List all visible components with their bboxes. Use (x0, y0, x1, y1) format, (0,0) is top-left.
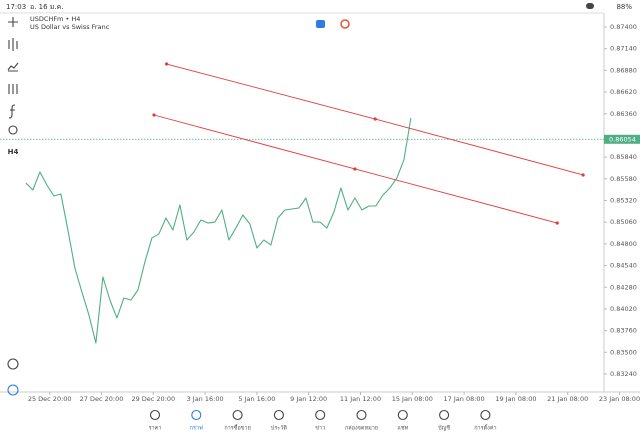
trend-anchor[interactable] (165, 62, 169, 66)
y-tick-label: 0.86880 (610, 66, 637, 74)
symbol-title[interactable]: USDCHFm • H4 (30, 15, 80, 23)
y-tick-label: 0.87140 (610, 45, 637, 53)
nav-icon[interactable] (191, 409, 202, 421)
nav-icon[interactable] (273, 409, 284, 421)
indicators-tool[interactable] (7, 62, 19, 72)
nav-icon[interactable] (356, 409, 367, 421)
y-tick-label: 0.84020 (610, 305, 637, 313)
nav-icon[interactable] (232, 409, 243, 421)
nav-icon[interactable] (315, 409, 326, 421)
nav-icon[interactable] (149, 409, 161, 421)
battery-level: 88% (616, 3, 632, 11)
last-price-label: 0.86054 (609, 135, 636, 143)
nav-icon[interactable] (439, 409, 450, 421)
x-tick-label: 15 Jan 08:00 (392, 395, 433, 403)
functions-tool[interactable] (8, 104, 16, 119)
nav-label[interactable]: กราฟ (190, 425, 203, 432)
x-tick-label: 21 Jan 08:00 (547, 395, 588, 403)
x-tick-label: 5 Jan 16:00 (238, 395, 275, 403)
y-tick-label: 0.86360 (610, 110, 637, 118)
nav-icon[interactable] (397, 409, 408, 421)
nav-label[interactable]: ประวัติ (271, 425, 287, 432)
indicator-button[interactable] (340, 19, 350, 29)
y-tick-label: 0.83760 (610, 327, 637, 335)
nav-label[interactable]: การซื้อขาย (224, 424, 250, 432)
status-date: อ. 16 ม.ค. (30, 3, 64, 11)
left-toolbar (7, 17, 19, 396)
zoom-tool[interactable] (8, 125, 18, 135)
objects-tool[interactable] (8, 84, 18, 94)
nav-label[interactable]: ราคา (149, 426, 162, 432)
y-tick-label: 0.86620 (610, 88, 637, 96)
trend-anchor[interactable] (152, 113, 156, 117)
price-line (25, 117, 412, 344)
x-tick-label: 17 Jan 08:00 (444, 395, 485, 403)
x-tick-label: 11 Jan 12:00 (340, 395, 381, 403)
y-tick-label: 0.85060 (610, 218, 637, 226)
x-tick-label: 25 Dec 20:00 (28, 395, 72, 403)
y-tick-label: 0.83240 (610, 370, 637, 378)
wifi-icon (586, 3, 594, 9)
trend-anchor[interactable] (555, 221, 559, 225)
app-logo[interactable] (7, 384, 19, 396)
nav-label[interactable]: การตั้งค่า (474, 424, 496, 432)
y-tick-label: 0.85580 (610, 175, 637, 183)
chart-type-tool[interactable] (8, 38, 18, 51)
trading-signals[interactable] (7, 358, 19, 370)
nav-label[interactable]: ข่าว (315, 426, 325, 432)
y-tick-label: 0.83500 (610, 348, 637, 356)
nav-icon[interactable] (480, 409, 491, 421)
nav-label[interactable]: กล่องจดหมาย (345, 426, 378, 432)
bottom-nav: ราคา กราฟ การซื้อขาย ประวัติ ข่าว กล่องจดหมาย… (149, 409, 497, 432)
y-tick-label: 0.84540 (610, 262, 637, 270)
x-tick-label: 3 Jan 16:00 (187, 395, 224, 403)
y-tick-label: 0.85840 (610, 153, 637, 161)
nav-label[interactable]: บัญชี (438, 425, 450, 432)
timeframe-button[interactable]: H4 (8, 148, 19, 156)
x-tick-label: 23 Jan 08:00 (599, 395, 640, 403)
trend-anchor[interactable] (353, 167, 357, 171)
nav-label[interactable]: แชท (397, 425, 408, 432)
x-tick-label: 29 Dec 20:00 (131, 395, 175, 403)
trend-anchor[interactable] (581, 173, 585, 177)
x-tick-label: 9 Jan 12:00 (290, 395, 327, 403)
symbol-description: US Dollar vs Swiss Franc (30, 23, 110, 31)
last-price-box (604, 134, 640, 144)
y-tick-label: 0.84800 (610, 240, 637, 248)
crosshair-tool[interactable] (8, 17, 18, 27)
plot-area: 0.87400 0.87140 0.86880 0.86620 0.86360 0.858… (0, 23, 640, 403)
y-tick-label: 0.84280 (610, 283, 637, 291)
status-time: 17:03 (6, 3, 26, 11)
x-tick-label: 27 Dec 20:00 (80, 395, 124, 403)
one-click-button[interactable] (316, 20, 325, 28)
trend-anchor[interactable] (373, 117, 377, 121)
y-tick-label: 0.87400 (610, 23, 637, 31)
x-tick-label: 19 Jan 08:00 (495, 395, 536, 403)
y-tick-label: 0.85320 (610, 197, 637, 205)
